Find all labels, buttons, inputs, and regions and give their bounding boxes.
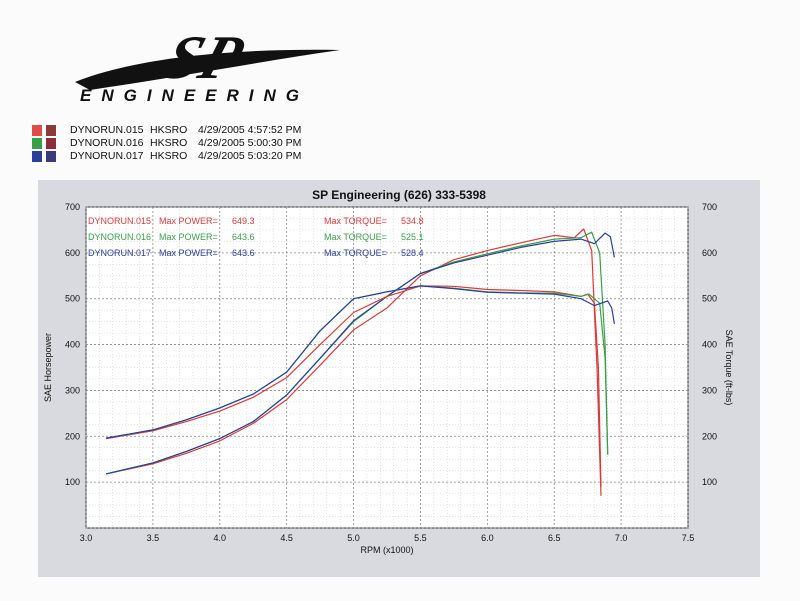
run-name: DYNORUN.016: [70, 137, 144, 149]
y-axis-label-right: SAE Torque (ft-lbs): [724, 330, 734, 406]
run-date: 4/29/2005 4:57:52 PM: [198, 124, 302, 136]
y-tick-label-right: 500: [702, 294, 717, 304]
x-tick-label: 4.0: [214, 533, 227, 543]
legend-torque-value: 525.1: [401, 232, 424, 242]
run-color-swatch: [32, 151, 42, 162]
run-car: HKSRO: [150, 150, 188, 162]
x-tick-label: 3.0: [80, 533, 93, 543]
run-color-swatch: [32, 125, 42, 136]
x-tick-label: 6.0: [481, 533, 494, 543]
run-date: 4/29/2005 5:03:20 PM: [198, 150, 302, 162]
run-color-swatch: [32, 138, 42, 149]
legend-torque-value: 534.8: [401, 216, 424, 226]
run-car: HKSRO: [150, 137, 188, 149]
sp-logo: SP: [75, 22, 340, 92]
run-name: DYNORUN.015: [70, 124, 144, 136]
x-tick-label: 3.5: [147, 533, 160, 543]
x-tick-label: 6.5: [548, 533, 561, 543]
x-tick-label: 7.0: [615, 533, 628, 543]
legend-power-value: 643.6: [232, 232, 255, 242]
legend-torque-label: Max TORQUE=: [324, 216, 387, 226]
legend-power-label: Max POWER=: [159, 232, 218, 242]
logo-swoosh: [75, 49, 340, 90]
y-tick-label-left: 400: [65, 340, 80, 350]
x-axis-label: RPM (x1000): [360, 545, 413, 555]
legend-run-name: DYNORUN.017: [88, 248, 151, 258]
run-color-swatch: [46, 125, 56, 136]
run-color-swatch: [46, 138, 56, 149]
y-axis-label-left: SAE Horsepower: [43, 333, 53, 402]
y-tick-label-right: 600: [702, 248, 717, 258]
series-line: [105, 232, 615, 475]
logo-subtitle: ENGINEERING: [80, 86, 310, 105]
run-list-item: DYNORUN.015 HKSRO 4/29/2005 4:57:52 PM: [32, 124, 348, 137]
x-tick-label: 7.5: [682, 533, 695, 543]
y-tick-label-left: 100: [65, 477, 80, 487]
run-list-item: DYNORUN.016 HKSRO 4/29/2005 5:00:30 PM: [32, 137, 348, 150]
y-tick-label-right: 400: [702, 340, 717, 350]
run-list: DYNORUN.015 HKSRO 4/29/2005 4:57:52 PM DYNO…: [32, 124, 348, 163]
y-tick-label-right: 700: [702, 202, 717, 212]
legend-torque-label: Max TORQUE=: [324, 248, 387, 258]
run-date: 4/29/2005 5:00:30 PM: [198, 137, 302, 149]
x-tick-label: 5.5: [414, 533, 427, 543]
series-line: [105, 285, 615, 439]
run-name: DYNORUN.017: [70, 150, 144, 162]
y-tick-label-left: 300: [65, 385, 80, 395]
legend-power-label: Max POWER=: [159, 248, 218, 258]
y-tick-label-left: 200: [65, 431, 80, 441]
legend-run-name: DYNORUN.016: [88, 232, 151, 242]
run-car: HKSRO: [150, 124, 188, 136]
x-tick-label: 4.5: [280, 533, 293, 543]
logo-letters: SP: [157, 22, 253, 91]
legend-torque-value: 528.4: [401, 248, 424, 258]
y-tick-label-right: 300: [702, 385, 717, 395]
legend-torque-label: Max TORQUE=: [324, 232, 387, 242]
y-tick-label-right: 200: [702, 431, 717, 441]
y-tick-label-left: 600: [65, 248, 80, 258]
series-line: [105, 228, 602, 496]
legend-power-value: 643.6: [232, 248, 255, 258]
y-tick-label-left: 500: [65, 294, 80, 304]
legend-power-label: Max POWER=: [159, 216, 218, 226]
chart-title: SP Engineering (626) 333-5398: [312, 188, 486, 202]
legend-run-name: DYNORUN.015: [88, 216, 151, 226]
x-tick-label: 5.0: [347, 533, 360, 543]
y-tick-label-right: 100: [702, 477, 717, 487]
legend-power-value: 649.3: [232, 216, 255, 226]
run-color-swatch: [46, 151, 56, 162]
run-list-item: DYNORUN.017 HKSRO 4/29/2005 5:03:20 PM: [32, 150, 348, 163]
y-tick-label-left: 700: [65, 202, 80, 212]
dyno-chart: 3.0 3.5 4.0 4.5 5.0 5.5 6.0 6.5 7.0 7.5 100 100 200 2…: [43, 202, 734, 555]
